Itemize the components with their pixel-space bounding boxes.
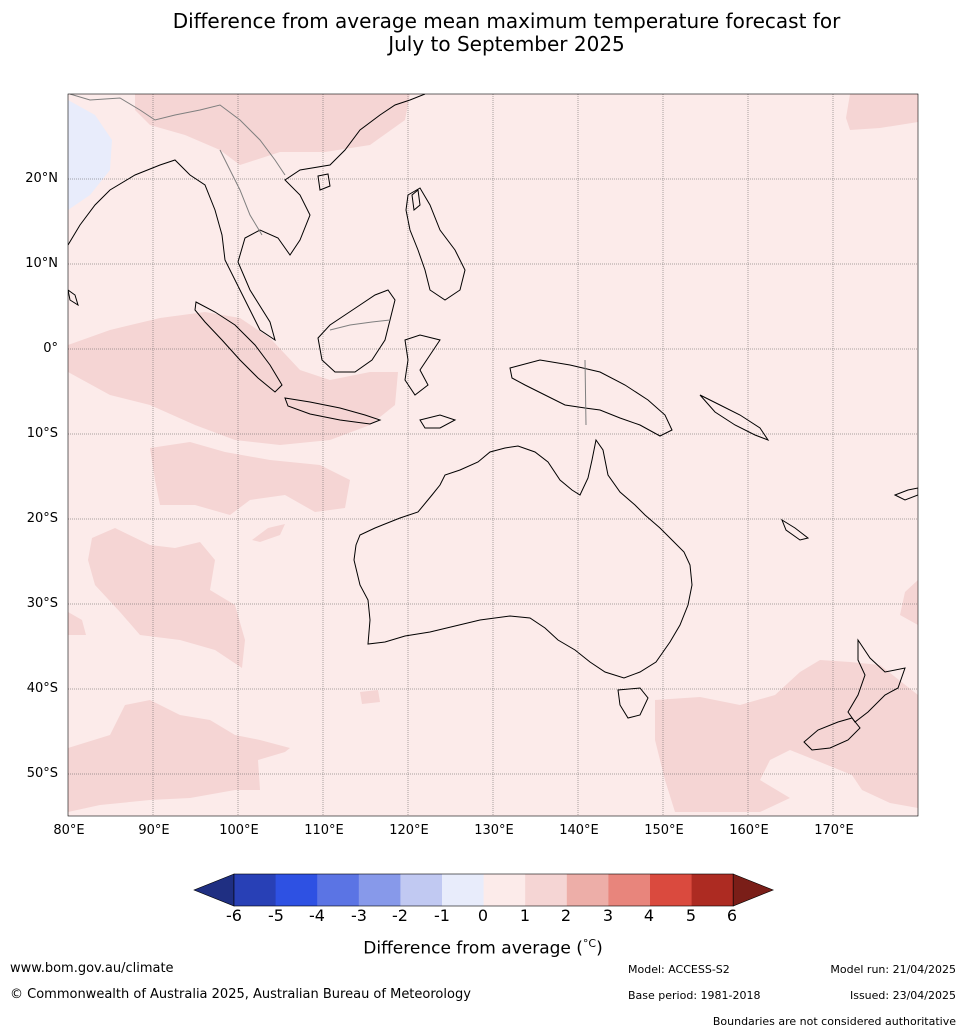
borneo-coast <box>317 289 396 373</box>
colorbar-tick: -2 <box>392 906 408 925</box>
issued-date: Issued: 23/04/2025 <box>849 989 956 1002</box>
map-frame <box>67 93 919 817</box>
coastlines <box>68 94 918 751</box>
colorbar-segment <box>691 874 734 906</box>
philippines-coast <box>405 187 466 301</box>
colorbar-tick: -4 <box>309 906 325 925</box>
base-period: Base period: 1981-2018 <box>628 989 761 1002</box>
lat-label-20n: 20°N <box>25 171 58 186</box>
lon-label-160e: 160°E <box>729 823 769 838</box>
lon-label-170e: 170°E <box>814 823 854 838</box>
colorbar-label-end: ) <box>596 938 603 959</box>
warm-region-asia <box>135 94 410 165</box>
colorbar-segment <box>358 874 401 906</box>
copyright-notice: © Commonwealth of Australia 2025, Austra… <box>10 987 471 1002</box>
lat-label-0: 0° <box>43 341 58 356</box>
warm-region-bight <box>360 690 380 704</box>
forecast-map <box>67 93 919 817</box>
colorbar-extend-high <box>732 873 775 907</box>
colorbar-tick: 1 <box>519 906 531 925</box>
timor-coast <box>419 414 457 429</box>
colorbar-tick: 4 <box>643 906 655 925</box>
title-line-2: July to September 2025 <box>388 32 625 56</box>
chart-title: Difference from average mean maximum tem… <box>0 10 965 56</box>
lon-label-130e: 130°E <box>474 823 514 838</box>
graticule <box>68 94 918 816</box>
sumatra-coast <box>194 301 283 393</box>
new-guinea-coast <box>509 359 673 437</box>
new-zealand-north <box>847 638 906 723</box>
java-coast <box>284 397 382 425</box>
colorbar-tick: 6 <box>726 906 738 925</box>
colorbar-tick: -1 <box>434 906 450 925</box>
colorbar-segment <box>275 874 318 906</box>
website-link[interactable]: www.bom.gov.au/climate <box>10 961 174 976</box>
sri-lanka-coast <box>68 289 79 307</box>
fiji-coast <box>893 487 918 501</box>
new-caledonia-coast <box>780 518 810 541</box>
colorbar-tick: -5 <box>268 906 284 925</box>
colorbar-segment <box>442 874 485 906</box>
national-borders <box>69 94 587 426</box>
lat-label-10s: 10°S <box>26 426 58 441</box>
lat-label-20s: 20°S <box>26 511 58 526</box>
colorbar-label: Difference from average (°C) <box>283 934 683 959</box>
colorbar-segment <box>650 874 693 906</box>
tasmania-coast <box>617 687 649 719</box>
colorbar-segment <box>566 874 609 906</box>
lat-label-30s: 30°S <box>26 596 58 611</box>
colorbar-tick: 2 <box>560 906 572 925</box>
model-run-date: Model run: 21/04/2025 <box>830 963 956 976</box>
colorbar-segment <box>317 874 360 906</box>
warm-region-southern-ocean <box>68 700 290 812</box>
colorbar-label-main: Difference from average ( <box>363 938 583 959</box>
colorbar-segment <box>608 874 651 906</box>
lon-label-100e: 100°E <box>219 823 259 838</box>
lat-label-10n: 10°N <box>25 256 58 271</box>
new-zealand-south <box>803 717 861 751</box>
colorbar-segment <box>234 874 277 906</box>
colorbar-tick: -6 <box>226 906 242 925</box>
lon-label-120e: 120°E <box>389 823 429 838</box>
colorbar-extend-low <box>193 873 235 907</box>
lon-label-110e: 110°E <box>304 823 344 838</box>
colorbar-tick: 0 <box>477 906 489 925</box>
colorbar-frame <box>233 873 734 907</box>
cool-region-northwest <box>68 100 112 210</box>
model-name: Model: ACCESS-S2 <box>628 963 730 976</box>
colorbar-tick: 5 <box>685 906 697 925</box>
taiwan-coast <box>411 189 421 211</box>
lon-label-140e: 140°E <box>559 823 599 838</box>
lon-label-80e: 80°E <box>53 823 85 838</box>
warm-region-southwest <box>88 528 245 668</box>
solomons-coast <box>699 394 770 442</box>
hainan-coast <box>317 173 331 191</box>
warm-region-equatorial <box>68 312 398 445</box>
boundaries-disclaimer: Boundaries are not considered authoritat… <box>712 1015 956 1028</box>
colorbar-segment <box>400 874 443 906</box>
warm-region-east-edge <box>900 580 918 625</box>
lon-label-90e: 90°E <box>138 823 170 838</box>
title-line-1: Difference from average mean maximum tem… <box>172 9 841 33</box>
australia-coast <box>353 438 693 679</box>
colorbar-segment <box>525 874 568 906</box>
mainland-asia-coast <box>68 94 426 342</box>
warm-region-north-pacific <box>846 94 918 130</box>
lat-label-40s: 40°S <box>26 681 58 696</box>
lon-label-150e: 150°E <box>644 823 684 838</box>
warm-region-small <box>252 524 285 542</box>
warm-region-indian-ocean <box>150 442 350 515</box>
colorbar-tick: -3 <box>351 906 367 925</box>
sulawesi-coast <box>404 334 441 396</box>
colorbar-label-unit: °C <box>582 937 597 950</box>
colorbar-tick: 3 <box>602 906 614 925</box>
colorbar-segment <box>483 874 526 906</box>
warm-region-far-west <box>68 612 86 635</box>
lat-label-50s: 50°S <box>26 766 58 781</box>
